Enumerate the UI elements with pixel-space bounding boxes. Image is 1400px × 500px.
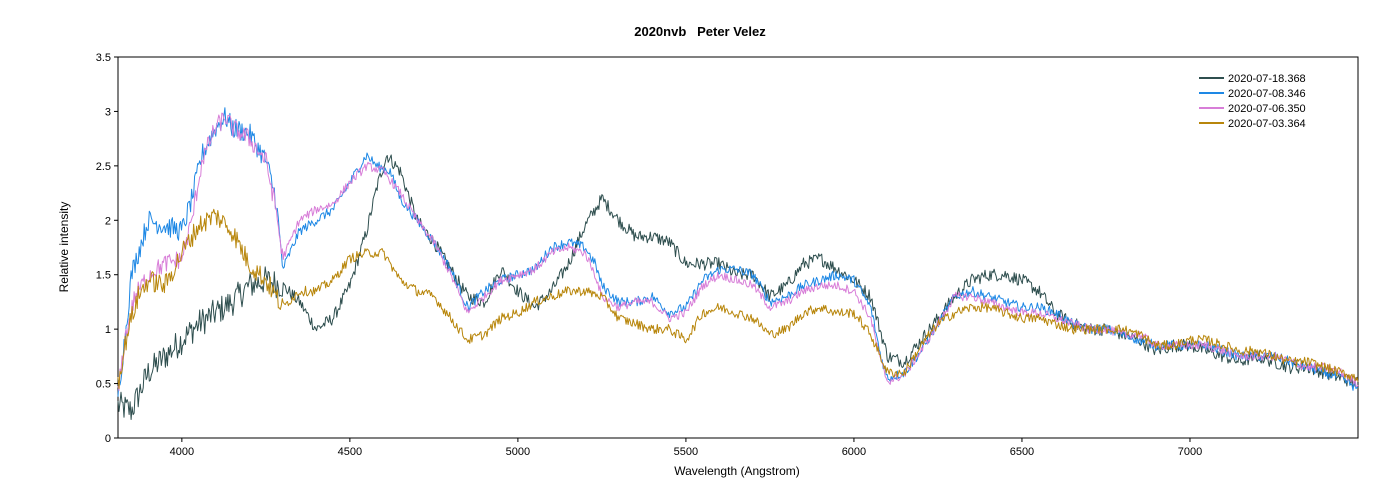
x-tick-label: 4500	[338, 446, 362, 458]
x-tick-label: 7000	[1178, 446, 1202, 458]
series-line-3	[117, 112, 1359, 392]
y-tick-label: 2	[105, 215, 111, 227]
y-tick-label: 1	[105, 324, 111, 336]
chart-title: 2020nvb Peter Velez	[634, 24, 766, 39]
y-tick-label: 3.5	[96, 52, 111, 64]
x-tick-label: 5000	[506, 446, 530, 458]
series-line-4	[117, 208, 1359, 390]
legend: 2020-07-18.368 2020-07-08.346 2020-07-06.3…	[1199, 73, 1306, 130]
legend-label-1: 2020-07-18.368	[1228, 73, 1306, 85]
y-tick-label: 1.5	[96, 270, 111, 282]
y-tick-label: 2.5	[96, 161, 111, 173]
y-axis-title: Relative intensity	[57, 202, 71, 293]
y-tick-label: 3	[105, 106, 111, 118]
x-tick-label: 6500	[1010, 446, 1034, 458]
x-axis-title: Wavelength (Angstrom)	[674, 464, 800, 478]
legend-label-4: 2020-07-03.364	[1228, 118, 1306, 130]
plot-area	[117, 56, 1359, 439]
series-line-2	[117, 107, 1359, 397]
legend-label-2: 2020-07-08.346	[1228, 88, 1306, 100]
axis-layer: 4000 4500 5000 5500 6000 6500 7000 0 0.5 1 1.5 2 2.5…	[96, 52, 1203, 458]
x-tick-label: 6000	[842, 446, 866, 458]
x-tick-label: 5500	[674, 446, 698, 458]
series-layer	[117, 107, 1359, 420]
y-tick-label: 0.5	[96, 379, 111, 391]
x-tick-label: 4000	[170, 446, 194, 458]
legend-label-3: 2020-07-06.350	[1228, 103, 1306, 115]
y-tick-label: 0	[105, 433, 111, 445]
